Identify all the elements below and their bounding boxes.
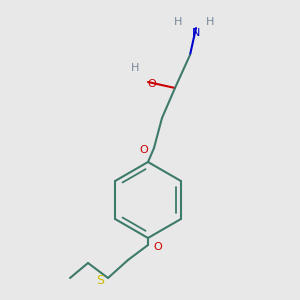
Text: O: O: [148, 79, 156, 89]
Text: H: H: [206, 17, 214, 27]
Text: H: H: [174, 17, 182, 27]
Text: S: S: [96, 274, 104, 286]
Text: O: O: [154, 242, 162, 252]
Text: O: O: [140, 145, 148, 155]
Text: H: H: [131, 63, 139, 73]
Text: N: N: [192, 28, 200, 38]
